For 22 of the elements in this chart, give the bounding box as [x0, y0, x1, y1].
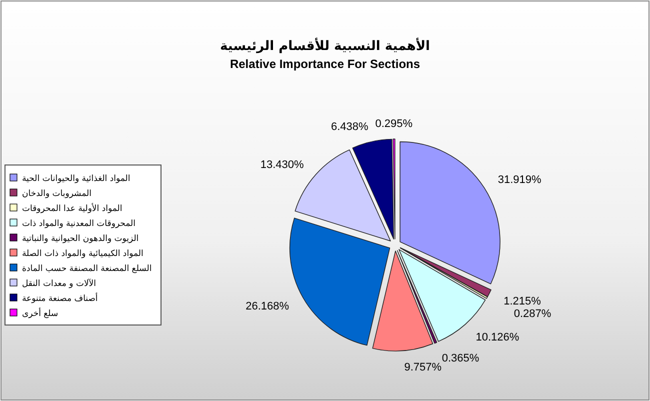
data-label: 9.757% — [404, 362, 442, 374]
data-label: 1.215% — [504, 295, 542, 308]
data-label: 0.295% — [375, 118, 413, 130]
data-label: 13.430% — [260, 158, 304, 171]
legend-label: المواد الكيميائية والمواد ذات الصلة — [22, 248, 144, 259]
legend-label: المواد الأولية عدا المحروقات — [22, 202, 122, 214]
data-label: 6.438% — [330, 120, 368, 133]
data-label: 10.126% — [476, 331, 520, 344]
data-label: 26.168% — [246, 300, 290, 312]
legend-label: السلع المصنعة المصنفة حسب المادة — [22, 264, 152, 274]
legend-label: سلع أخرى — [22, 306, 58, 319]
legend-label: المواد الغذائية والحيوانات الحية — [22, 174, 130, 184]
chart-title: الأهمية النسبية للأقسام الرئيسية — [220, 37, 430, 54]
legend-label: المشروبات والدخان — [22, 188, 92, 199]
legend-label: الآلات و معدات النقل — [22, 278, 96, 289]
chart-subtitle: Relative Importance For Sections — [230, 57, 420, 71]
data-label: 31.919% — [498, 174, 542, 186]
data-label: 0.365% — [442, 352, 480, 365]
legend-label: أصناف مصنعة متنوعة — [22, 292, 98, 304]
legend-label: المحروقات المعدنية والمواد ذات — [22, 218, 136, 229]
legend-label: الزيوت والدهون الحيوانية والنباتية — [22, 234, 139, 244]
data-label: 0.287% — [514, 308, 552, 320]
